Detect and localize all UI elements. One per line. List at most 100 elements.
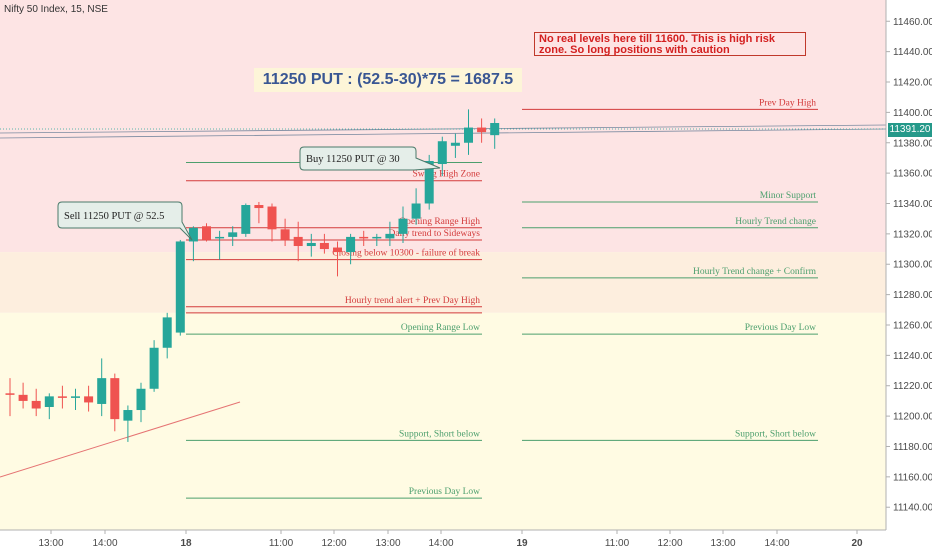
- time-tick-label: 11:00: [269, 538, 294, 549]
- calculation-note: 11250 PUT : (52.5-30)*75 = 1687.5: [254, 68, 522, 92]
- candle-body: [411, 203, 421, 219]
- candle-body: [490, 123, 500, 136]
- price-tick-label: 11400.00: [893, 108, 932, 119]
- candle-body: [136, 388, 146, 411]
- time-tick-label: 12:00: [657, 538, 682, 549]
- time-tick-label: 13:00: [710, 538, 735, 549]
- price-tick-label: 11280.00: [893, 290, 932, 301]
- price-tick-label: 11200.00: [893, 412, 932, 423]
- price-tick-label: 11180.00: [893, 442, 932, 453]
- level-label: Hourly Trend change + Confirm: [693, 266, 817, 277]
- level-label: Prev Day High: [759, 98, 816, 108]
- price-tick-label: 11260.00: [893, 320, 932, 331]
- price-axis-bg: [886, 0, 932, 550]
- candle-body: [110, 378, 120, 420]
- candle-body: [280, 229, 290, 240]
- candle-body: [31, 400, 41, 409]
- time-tick-label: 14:00: [428, 538, 453, 549]
- candle-body: [5, 393, 15, 395]
- level-label: Support, Short below: [735, 429, 816, 439]
- sell-callout-bubble: [57, 201, 193, 241]
- risk-note: No real levels here till 11600. This is …: [534, 32, 806, 56]
- price-tick-label: 11300.00: [893, 260, 932, 271]
- time-tick-label: 20: [851, 538, 863, 549]
- time-axis[interactable]: 13:00 14:00 18 11:00 12:00 13:00 14:00 19 11:00 1…: [0, 529, 932, 550]
- candle-body: [97, 378, 107, 404]
- price-zone: [0, 312, 886, 530]
- price-axis[interactable]: 11140.00 11160.00 11180.00 11200.00 11220.00…: [885, 0, 932, 550]
- candle-body: [437, 141, 447, 165]
- candle-body: [188, 227, 198, 242]
- candle-body: [333, 247, 342, 253]
- time-tick-label: 13:00: [375, 538, 400, 549]
- candle-body: [346, 236, 356, 253]
- time-tick-label: 18: [180, 538, 192, 549]
- callouts: Sell 11250 PUT @ 52.5 Buy 11250 PUT @ 30: [57, 146, 441, 241]
- level-label: Hourly trend alert + Prev Day High: [345, 296, 480, 306]
- level-label: Previous Day Low: [745, 323, 816, 333]
- symbol-title: Nifty 50 Index, 15, NSE: [4, 4, 108, 15]
- candle-body: [385, 233, 395, 239]
- rising-trendline: [0, 401, 241, 478]
- channel-line: [0, 124, 887, 134]
- channel-line: [0, 128, 887, 139]
- candle-body: [149, 347, 159, 389]
- price-tick-label: 11360.00: [893, 169, 932, 180]
- candle-body: [464, 127, 473, 143]
- candle-body: [44, 396, 54, 407]
- candle-body: [84, 396, 94, 403]
- last-price-tag: 11391.20: [888, 123, 932, 137]
- candle-body: [293, 236, 303, 247]
- price-tick-label: 11140.00: [893, 503, 932, 514]
- level-label: Support, Short below: [399, 429, 480, 439]
- level-label: Opening Range High: [399, 217, 480, 227]
- level-label: Daily trend to Sideways: [388, 229, 480, 239]
- time-tick-label: 11:00: [605, 538, 630, 549]
- candle-body: [18, 394, 28, 401]
- candle-body: [477, 127, 487, 133]
- level-label: Closing below 10300 - failure of break: [332, 248, 480, 259]
- candle-body: [202, 226, 211, 240]
- price-tick-label: 11440.00: [893, 47, 932, 58]
- candle-body: [241, 205, 251, 234]
- price-tick-label: 11460.00: [893, 17, 932, 28]
- time-tick-label: 14:00: [764, 538, 789, 549]
- candle-body: [424, 160, 434, 204]
- candle-body: [372, 236, 382, 239]
- candle-body: [57, 396, 67, 398]
- candle-body: [123, 410, 133, 421]
- level-label: Swing High Zone: [412, 170, 480, 180]
- level-label: Previous Day Low: [409, 487, 480, 497]
- price-tick-label: 11320.00: [893, 229, 932, 240]
- sell-callout-text: Sell 11250 PUT @ 52.5: [64, 211, 164, 222]
- time-tick-label: 19: [516, 538, 528, 549]
- candle-body: [175, 241, 185, 333]
- candle-body: [398, 218, 408, 234]
- price-tick-label: 11240.00: [893, 351, 932, 362]
- time-tick-label: 14:00: [92, 538, 117, 549]
- price-tick-label: 11420.00: [893, 78, 932, 89]
- candle-body: [319, 242, 329, 250]
- candle-body: [162, 317, 172, 348]
- buy-callout-bubble: [299, 146, 441, 171]
- candle-body: [228, 232, 238, 237]
- candles: [5, 109, 500, 442]
- candle-body: [359, 236, 369, 239]
- time-tick-label: 13:00: [38, 538, 63, 549]
- price-tick-label: 11380.00: [893, 138, 932, 149]
- level-label: Hourly Trend change: [735, 217, 816, 227]
- candle-body: [267, 206, 277, 230]
- buy-callout-text: Buy 11250 PUT @ 30: [306, 154, 400, 165]
- time-tick-label: 12:00: [321, 538, 346, 549]
- candle-body: [306, 242, 316, 247]
- candle-body: [450, 142, 460, 146]
- price-tick-label: 11220.00: [893, 381, 932, 392]
- candle-body: [215, 236, 225, 239]
- candle-body: [254, 205, 264, 209]
- level-label: Minor Support: [760, 191, 817, 201]
- price-tick-label: 11160.00: [893, 472, 932, 483]
- time-axis-bg: [0, 530, 932, 550]
- price-tick-label: 11340.00: [893, 199, 932, 210]
